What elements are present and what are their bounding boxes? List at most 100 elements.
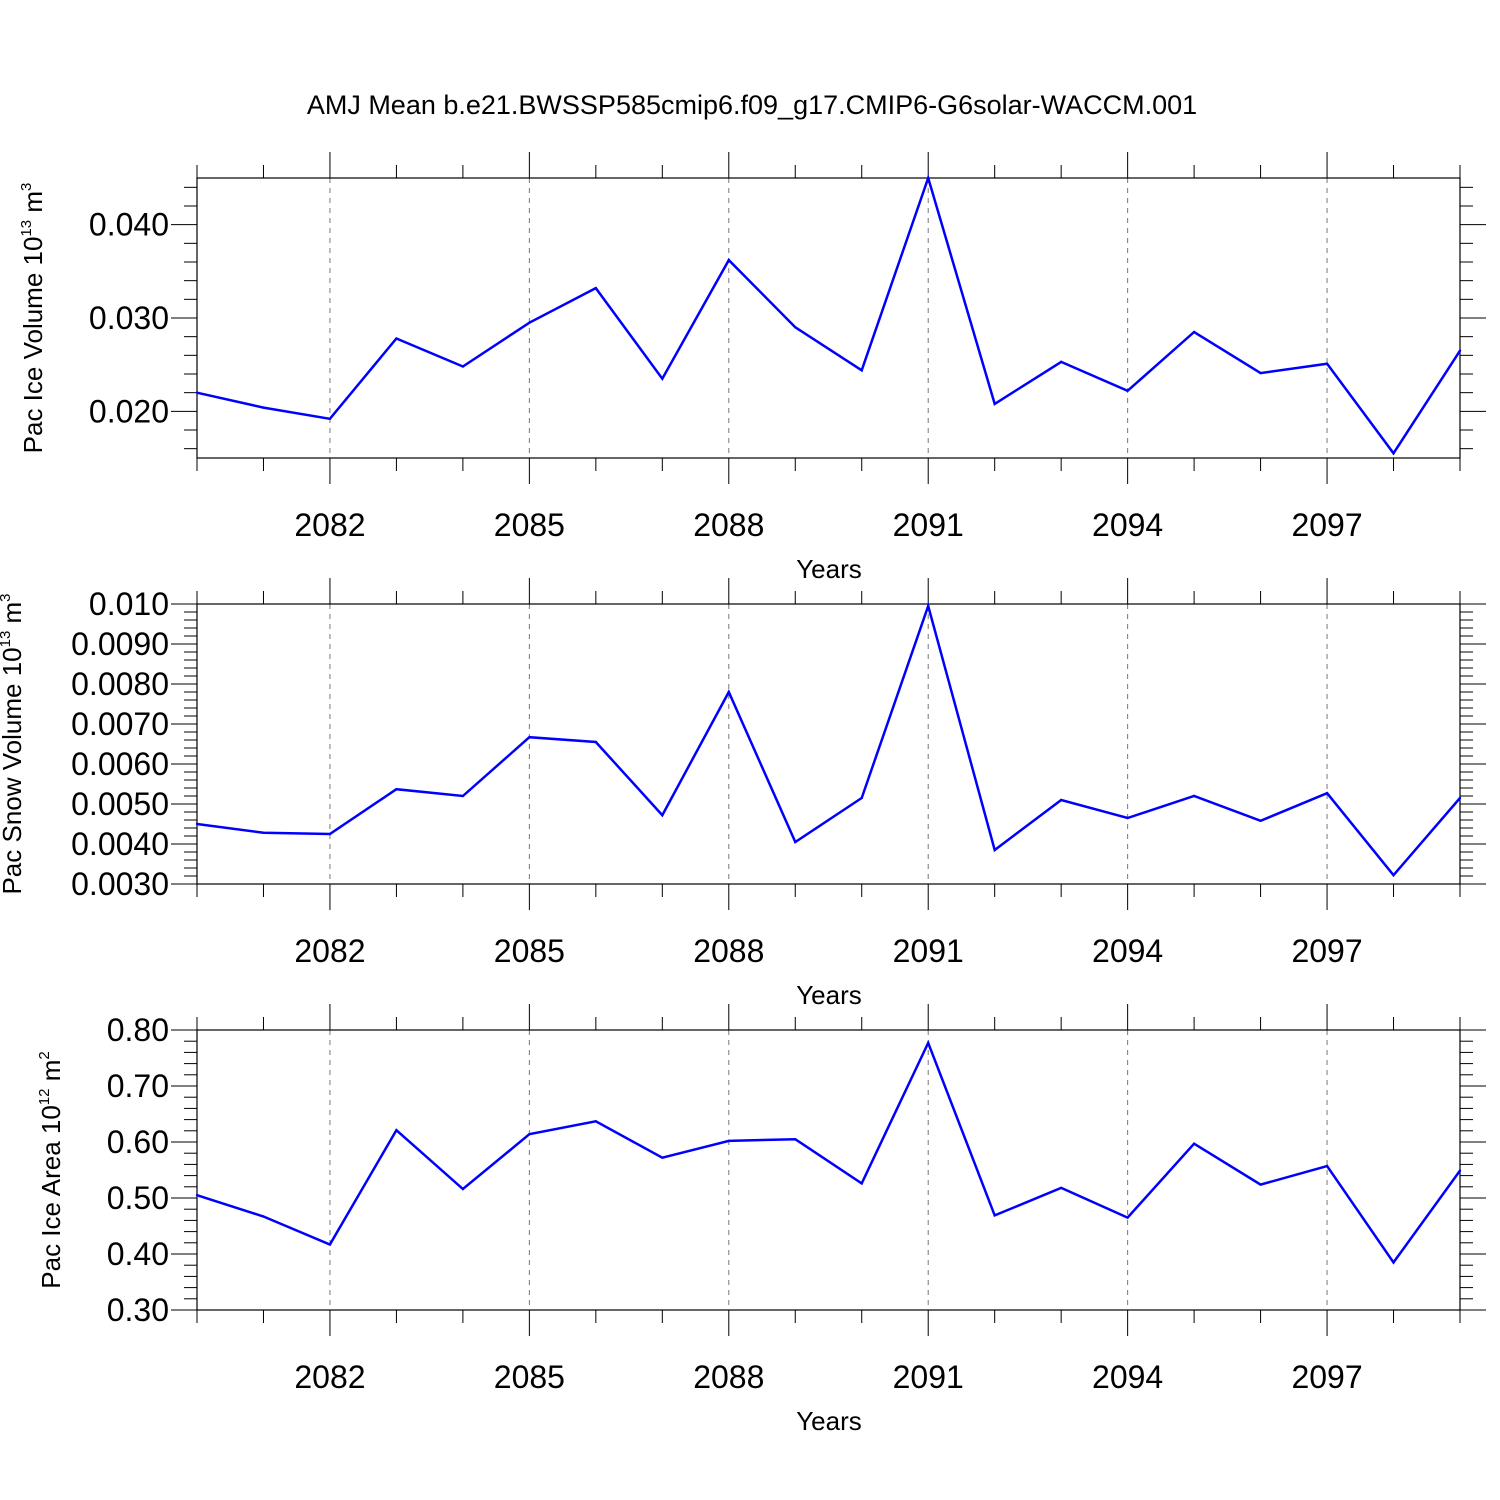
data-point: [794, 1138, 797, 1141]
data-point: [528, 736, 531, 739]
y-tick-label: 0.50: [107, 1180, 169, 1216]
data-point: [1192, 1142, 1196, 1145]
y-axis-label: Pac Snow Volume 1013 m3: [0, 593, 27, 894]
data-point: [1259, 1183, 1262, 1186]
data-point: [461, 794, 465, 798]
data-point: [328, 832, 332, 836]
y-tick-label: 0.0030: [71, 866, 169, 902]
x-tick-label: 2082: [294, 933, 365, 969]
y-axis-label-unit-exponent: 3: [18, 183, 35, 191]
y-tick-label: 0.030: [89, 300, 169, 336]
data-point: [328, 417, 332, 420]
data-point: [661, 1156, 664, 1159]
data-point: [1325, 362, 1329, 365]
series-line: [196, 1039, 1462, 1265]
data-point: [860, 796, 863, 800]
data-point: [195, 391, 199, 394]
x-tick-label: 2085: [494, 1359, 565, 1395]
y-axis-label: Pac Ice Area 1012 m2: [36, 1051, 66, 1288]
data-point: [195, 822, 199, 826]
y-tick-label: 0.40: [107, 1236, 169, 1272]
data-point: [1059, 798, 1063, 802]
data-point: [927, 176, 930, 180]
panel-1: 0.020 0.030 0.040 2082 2085 2088 2091 2094 2097 Y…: [18, 152, 1486, 584]
y-tick-label: 0.60: [107, 1124, 169, 1160]
x-tick-label: 2082: [294, 507, 365, 543]
x-tick-label: 2097: [1291, 507, 1362, 543]
data-point: [1458, 1169, 1462, 1172]
x-tick-label: 2082: [294, 1359, 365, 1395]
y-axis-label-exponent: 13: [18, 220, 35, 237]
y-tick-label: 0.30: [107, 1292, 169, 1328]
data-point: [262, 406, 265, 409]
y-tick-label: 0.040: [89, 207, 169, 243]
data-point: [395, 788, 398, 791]
data-point: [727, 258, 730, 262]
x-tick-label: 2091: [893, 507, 964, 543]
data-point: [1059, 1186, 1063, 1190]
x-tick-label: 2085: [494, 507, 565, 543]
data-point: [927, 1041, 930, 1045]
y-axis-label-main: Pac Ice Area 10: [36, 1105, 66, 1289]
data-point: [727, 1139, 730, 1143]
data-point: [927, 604, 930, 608]
x-axis-label: Years: [796, 980, 862, 1010]
data-point: [1392, 874, 1395, 877]
panels: 0.020 0.030 0.040 2082 2085 2088 2091 2094 2097 Y…: [0, 152, 1486, 1436]
y-axis-label-exponent: 12: [36, 1088, 53, 1105]
y-axis-label-unit: m: [0, 602, 27, 631]
data-point: [1126, 389, 1129, 392]
data-point: [860, 369, 863, 372]
x-tick-label: 2091: [893, 1359, 964, 1395]
x-tick-label: 2088: [693, 507, 764, 543]
data-point: [1325, 1164, 1329, 1168]
x-tick-label: 2094: [1092, 933, 1163, 969]
y-tick-label: 0.020: [89, 393, 169, 429]
data-point: [461, 365, 465, 368]
x-tick-label: 2097: [1291, 1359, 1362, 1395]
data-point: [1392, 452, 1395, 455]
data-point: [1259, 819, 1262, 822]
panel-2: 0.0030 0.0040 0.0050 0.0060 0.0070 0.0080 0.00…: [0, 578, 1486, 1010]
data-point: [860, 1182, 863, 1185]
y-axis-label-unit: m: [18, 191, 48, 220]
data-point: [993, 402, 996, 406]
x-tick-label: 2088: [693, 933, 764, 969]
data-point: [1325, 792, 1329, 795]
y-axis-label: Pac Ice Volume 1013 m3: [18, 183, 48, 454]
plot-frame: [196, 1029, 1461, 1311]
data-point: [328, 1243, 332, 1246]
data-point: [528, 1132, 531, 1136]
x-axis-label: Years: [796, 554, 862, 584]
y-tick-label: 0.0050: [71, 786, 169, 822]
figure-title: AMJ Mean b.e21.BWSSP585cmip6.f09_g17.CMI…: [307, 90, 1197, 120]
y-tick-label: 0.0070: [71, 706, 169, 742]
y-axis-label-main: Pac Snow Volume 10: [0, 647, 27, 894]
y-tick-label: 0.010: [89, 586, 169, 622]
plot-frame: [196, 603, 1461, 885]
data-point: [794, 326, 797, 329]
y-axis-label-unit-exponent: 3: [0, 593, 14, 601]
data-point: [195, 1194, 199, 1197]
x-tick-label: 2085: [494, 933, 565, 969]
data-point: [594, 740, 598, 744]
data-point: [395, 1129, 398, 1132]
data-point: [461, 1187, 465, 1191]
data-point: [1259, 371, 1262, 375]
y-axis-label-unit: m: [36, 1060, 66, 1089]
data-point: [1059, 360, 1063, 364]
data-point: [993, 848, 996, 852]
x-tick-label: 2094: [1092, 1359, 1163, 1395]
data-point: [528, 321, 531, 324]
x-tick-label: 2094: [1092, 507, 1163, 543]
data-point: [594, 1120, 598, 1123]
y-tick-label: 0.0060: [71, 746, 169, 782]
y-tick-label: 0.0040: [71, 826, 169, 862]
y-axis-label-main: Pac Ice Volume 10: [18, 237, 48, 454]
data-point: [1458, 796, 1462, 800]
x-tick-label: 2097: [1291, 933, 1362, 969]
x-tick-label: 2088: [693, 1359, 764, 1395]
data-point: [1126, 1216, 1129, 1219]
data-point: [993, 1214, 996, 1217]
